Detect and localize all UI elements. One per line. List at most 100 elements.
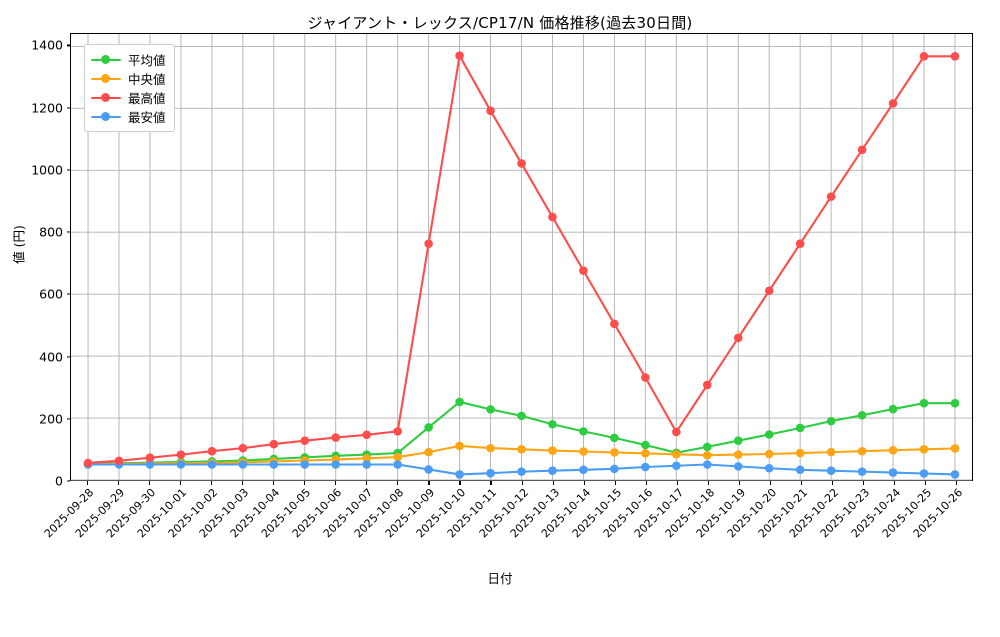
x-axis-label: 日付: [487, 571, 513, 586]
data-point: [702, 380, 712, 390]
data-point: [331, 460, 341, 469]
data-point: [455, 470, 464, 479]
data-point: [672, 427, 681, 437]
chart-legend: 平均値 中央値 最高値 最安値: [84, 44, 175, 132]
x-tick-mark: [552, 481, 554, 485]
x-tick-mark: [335, 481, 337, 485]
legend-swatch-icon: [91, 91, 121, 105]
series-0: [83, 397, 960, 469]
x-tick-mark: [583, 481, 585, 485]
data-point: [393, 460, 402, 469]
x-tick-mark: [180, 481, 182, 485]
data-point: [795, 465, 805, 475]
y-tick-label: 1200: [31, 100, 63, 116]
x-tick-mark: [490, 481, 492, 485]
x-tick-mark: [397, 481, 399, 485]
data-point: [919, 52, 929, 61]
legend-label: 平均値: [128, 53, 166, 68]
data-point: [641, 462, 650, 472]
data-point: [517, 467, 526, 476]
y-tick-mark: [66, 107, 70, 109]
y-tick-mark: [66, 169, 70, 171]
x-tick-mark: [366, 481, 368, 485]
x-tick-mark: [87, 481, 89, 485]
data-point: [857, 410, 867, 420]
data-point: [641, 449, 650, 458]
data-point: [672, 461, 681, 471]
data-point: [888, 468, 898, 477]
x-axis-tick-marks: [70, 481, 973, 486]
data-point: [857, 446, 867, 456]
x-axis-tick-labels: 2025-09-28 2025-09-29 2025-09-30 2025-10-01…: [42, 486, 973, 566]
data-point: [393, 427, 402, 436]
data-point: [455, 397, 464, 407]
data-point: [764, 449, 774, 459]
data-point: [733, 450, 743, 459]
data-point: [207, 446, 217, 456]
x-tick-mark: [707, 481, 709, 485]
y-tick-label: 200: [39, 411, 63, 427]
data-point: [424, 447, 433, 457]
data-point: [702, 442, 712, 452]
data-point: [764, 430, 774, 439]
data-point: [795, 239, 805, 248]
data-point: [548, 212, 557, 222]
data-point: [950, 470, 960, 479]
data-point: [393, 452, 402, 462]
x-tick-mark: [211, 481, 213, 485]
data-point: [548, 446, 557, 455]
y-tick-mark: [66, 418, 70, 420]
data-point: [888, 445, 898, 455]
data-point: [579, 447, 588, 456]
data-point: [486, 405, 495, 414]
data-point: [579, 465, 588, 475]
x-tick-mark: [862, 481, 864, 485]
data-point: [331, 433, 341, 442]
data-point: [362, 460, 371, 469]
data-point: [733, 333, 743, 343]
y-axis-label: 値 (円): [11, 225, 27, 264]
y-tick-label: 0: [55, 473, 63, 489]
y-tick-label: 400: [39, 349, 63, 365]
data-point: [641, 373, 650, 382]
data-point: [424, 465, 433, 474]
data-point: [641, 440, 650, 450]
data-point: [455, 441, 464, 451]
y-tick-label: 800: [39, 224, 63, 240]
series-3: [83, 460, 960, 479]
data-point: [300, 460, 310, 469]
data-point: [176, 460, 186, 469]
data-point: [114, 456, 124, 466]
legend-item-0[interactable]: 平均値: [91, 50, 166, 69]
series-line: [86, 400, 957, 465]
data-point: [764, 286, 774, 296]
data-point: [795, 448, 805, 458]
y-tick-mark: [66, 44, 70, 46]
legend-swatch-icon: [91, 53, 121, 67]
data-point: [826, 192, 836, 201]
legend-item-3[interactable]: 最安値: [91, 107, 166, 126]
data-point: [950, 444, 960, 453]
data-point: [486, 443, 495, 453]
data-point: [610, 464, 619, 474]
data-point: [610, 448, 619, 457]
y-tick-mark: [66, 356, 70, 358]
data-point: [702, 460, 712, 469]
y-axis-tick-marks: [0, 33, 70, 482]
data-point: [764, 463, 774, 473]
plot-area: [70, 33, 973, 481]
y-axis-tick-labels: 0 200 400 600 800 1000 1200 1400: [0, 33, 63, 489]
data-point: [238, 443, 248, 453]
x-tick-mark: [273, 481, 275, 485]
data-point: [424, 423, 433, 432]
data-point: [269, 439, 279, 449]
data-point: [888, 404, 898, 414]
legend-swatch-icon: [91, 110, 121, 124]
legend-item-2[interactable]: 最高値: [91, 88, 166, 107]
data-point: [300, 436, 310, 445]
data-point: [888, 99, 898, 108]
legend-item-1[interactable]: 中央値: [91, 69, 166, 88]
data-point: [919, 445, 929, 454]
data-point: [548, 466, 557, 475]
data-point: [826, 466, 836, 475]
